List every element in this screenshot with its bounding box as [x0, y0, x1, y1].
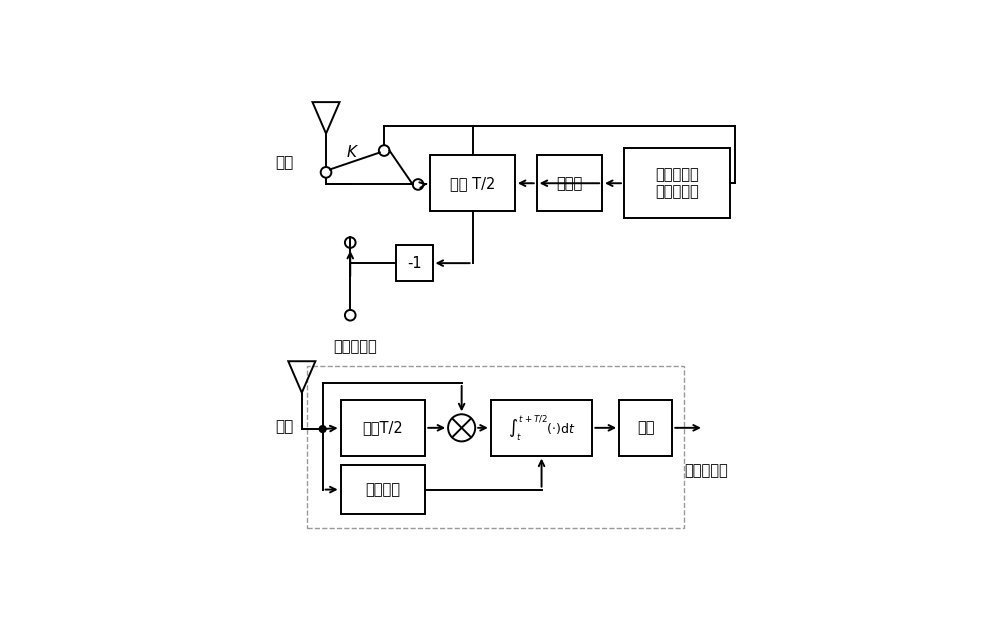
Text: K: K	[346, 145, 356, 160]
Text: 超宽带混沌
信号生成器: 超宽带混沌 信号生成器	[655, 167, 699, 199]
Text: 延迟T/2: 延迟T/2	[363, 420, 403, 435]
Text: 接收: 接收	[275, 419, 293, 434]
FancyBboxPatch shape	[341, 465, 425, 514]
Circle shape	[319, 426, 326, 432]
Text: 发射: 发射	[275, 155, 293, 170]
Text: 判决: 判决	[637, 420, 654, 435]
Text: $\int_{t}^{t+T/2}(\cdot)\mathrm{d}t$: $\int_{t}^{t+T/2}(\cdot)\mathrm{d}t$	[508, 413, 575, 443]
FancyBboxPatch shape	[430, 155, 515, 211]
Text: 恢复的信息: 恢复的信息	[684, 463, 728, 477]
Text: -1: -1	[407, 255, 422, 270]
FancyBboxPatch shape	[396, 245, 433, 281]
FancyBboxPatch shape	[624, 148, 730, 218]
FancyBboxPatch shape	[341, 400, 425, 455]
Text: 延迟 T/2: 延迟 T/2	[450, 175, 495, 191]
FancyBboxPatch shape	[491, 400, 592, 455]
FancyBboxPatch shape	[619, 400, 672, 455]
Text: 发送的信息: 发送的信息	[333, 339, 377, 354]
FancyBboxPatch shape	[537, 155, 602, 211]
Text: 定时同步: 定时同步	[365, 482, 400, 497]
Text: 调频器: 调频器	[556, 175, 583, 191]
